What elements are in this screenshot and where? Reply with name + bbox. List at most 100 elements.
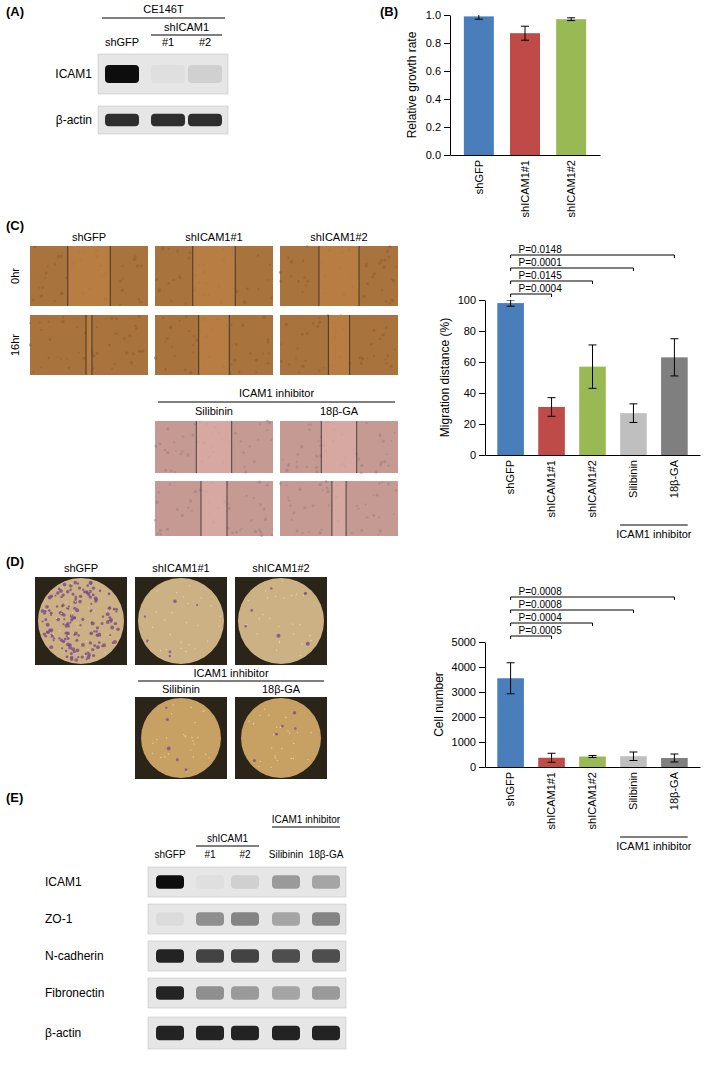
micrograph-frame: [135, 697, 227, 779]
band: [156, 912, 184, 926]
x-tick-label: shICAM1#2: [586, 460, 598, 517]
pore: [309, 635, 310, 636]
band: [105, 114, 139, 127]
cell: [168, 650, 171, 653]
pore: [292, 623, 293, 624]
pore: [109, 636, 110, 637]
texture: [157, 532, 159, 534]
texture: [187, 507, 189, 509]
y-tick-label: 80: [464, 325, 476, 337]
band: [231, 986, 259, 1000]
bracket: P=0.0008: [511, 599, 634, 613]
y-tick-label: 0.6: [426, 65, 441, 77]
cell: [48, 609, 51, 612]
wound-gap: [319, 246, 359, 306]
band: [196, 949, 224, 963]
pore: [253, 723, 254, 724]
texture: [254, 530, 257, 533]
x-axis-line: [486, 767, 701, 768]
pore: [274, 755, 275, 756]
x-tick: shICAM1#1: [519, 160, 531, 217]
pore: [164, 619, 165, 620]
cell: [253, 759, 256, 762]
cell: [45, 605, 49, 609]
y-tick-label: 0.2: [426, 121, 441, 133]
row-label: 0hr: [9, 268, 21, 284]
x-tick-label: 18β-GA: [668, 771, 680, 810]
band: [188, 65, 222, 83]
texture: [279, 482, 282, 485]
pore: [68, 635, 69, 636]
error-cap: [548, 762, 556, 763]
texture: [235, 343, 238, 346]
x-tick-label: 18β-GA: [668, 459, 680, 498]
error-cap: [521, 40, 529, 41]
texture: [68, 367, 70, 369]
pore: [156, 590, 157, 591]
bracket: P=0.0145: [511, 270, 593, 284]
cell: [78, 586, 81, 589]
column-label: shGFP: [64, 562, 98, 574]
micrograph-field: [138, 578, 224, 664]
group-label: ICAM1 inhibitor: [616, 528, 692, 540]
y-tick: 1.0: [426, 9, 450, 21]
cell: [70, 652, 73, 655]
error-stem: [551, 753, 552, 762]
cell: [86, 591, 89, 594]
cell: [49, 645, 53, 649]
wound-edge: [201, 481, 202, 536]
band: [272, 986, 300, 1000]
texture: [288, 463, 290, 465]
texture: [231, 363, 233, 365]
texture: [175, 450, 177, 452]
x-tick: shGFP: [473, 160, 485, 194]
x-axis: shGFPshICAM1#1shICAM1#2Silibinin18β-GA: [486, 768, 701, 830]
pore: [275, 596, 276, 597]
texture: [376, 493, 379, 496]
cell: [173, 599, 177, 603]
texture: [47, 266, 49, 268]
micrograph: [155, 246, 273, 306]
texture: [169, 325, 173, 329]
pore: [189, 585, 190, 586]
cell: [89, 581, 93, 585]
texture: [38, 287, 40, 289]
wound-edge: [91, 315, 92, 375]
error-cap: [629, 760, 637, 761]
wound-gap: [328, 315, 349, 375]
texture: [319, 483, 323, 487]
texture: [279, 271, 283, 275]
column-label: shICAM1#1: [185, 231, 242, 243]
texture: [173, 279, 175, 281]
pore: [248, 720, 249, 721]
texture: [119, 304, 121, 306]
plot-area: [497, 300, 687, 455]
texture: [388, 302, 391, 305]
texture: [44, 277, 46, 279]
column-label: shICAM1#2: [252, 562, 309, 574]
texture: [155, 500, 158, 503]
texture: [181, 450, 183, 452]
cell: [50, 612, 53, 615]
cell: [116, 627, 120, 631]
texture: [285, 469, 288, 472]
micrograph: [279, 480, 398, 536]
micrograph-field: [30, 246, 148, 306]
pore: [152, 752, 153, 753]
texture: [253, 460, 256, 463]
lane-label: 18β-GA: [309, 849, 344, 860]
texture: [378, 529, 382, 533]
pore: [193, 743, 194, 744]
texture: [29, 322, 31, 324]
cell: [63, 583, 67, 587]
wound-edge: [231, 421, 232, 473]
micrograph-field: [280, 481, 398, 536]
texture: [385, 300, 388, 303]
cell: [89, 641, 92, 644]
texture: [293, 511, 296, 514]
wound-edge: [196, 421, 197, 473]
pore: [186, 622, 187, 623]
texture: [361, 363, 363, 365]
texture: [119, 279, 122, 282]
texture: [166, 528, 169, 531]
